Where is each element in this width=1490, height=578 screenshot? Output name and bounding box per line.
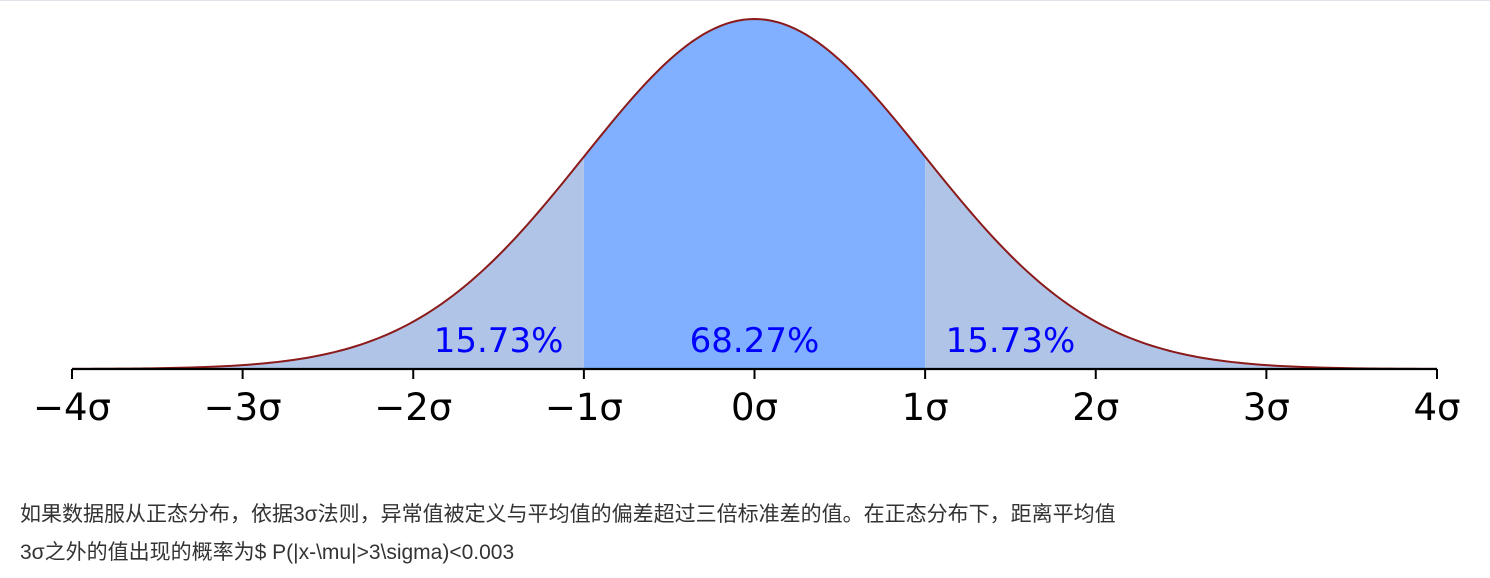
percentage-labels: 15.73% 68.27% 15.73% xyxy=(434,321,1076,361)
percentage-label: 15.73% xyxy=(946,321,1076,361)
tick-label: 1σ xyxy=(902,386,949,429)
tick-label: 3σ xyxy=(1243,386,1290,429)
description-line-2: 3σ之外的值出现的概率为$ P(|x-\mu|>3\sigma)<0.003 xyxy=(20,541,515,564)
description-text: 如果数据服从正态分布，依据3σ法则，异常值被定义与平均值的偏差超过三倍标准差的值… xyxy=(20,496,1480,572)
normal-distribution-chart: −4σ −3σ −2σ −1σ 0σ 1σ 2σ 3σ 4σ 15.73% 68.27% 15.73… xyxy=(33,17,1461,429)
tick-label: 0σ xyxy=(731,386,778,429)
bell-curve xyxy=(71,17,1438,370)
tick-label: −1σ xyxy=(545,386,623,429)
tick-label: −2σ xyxy=(374,386,452,429)
percentage-label: 68.27% xyxy=(690,321,820,361)
top-divider xyxy=(0,0,1490,5)
description-line-1: 如果数据服从正态分布，依据3σ法则，异常值被定义与平均值的偏差超过三倍标准差的值… xyxy=(20,503,1116,526)
region-1 xyxy=(583,19,926,369)
region-2 xyxy=(925,156,1437,369)
region-0 xyxy=(72,156,584,369)
percentage-label: 15.73% xyxy=(434,321,564,361)
tick-label: 4σ xyxy=(1414,386,1461,429)
tick-label: 2σ xyxy=(1072,386,1119,429)
tick-label: −3σ xyxy=(204,386,282,429)
shaded-regions xyxy=(72,19,1437,369)
tick-label: −4σ xyxy=(33,386,111,429)
x-axis-ticks: −4σ −3σ −2σ −1σ 0σ 1σ 2σ 3σ 4σ xyxy=(33,369,1461,429)
